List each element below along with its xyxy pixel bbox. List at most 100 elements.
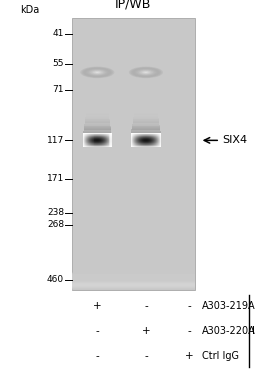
Bar [142,140,143,141]
Bar [95,133,97,134]
Bar [106,139,107,140]
Bar [109,142,110,143]
Bar [102,134,103,135]
Bar [87,140,88,141]
Bar [147,138,148,139]
Bar [97,145,98,146]
Bar [135,144,136,145]
Bar [153,138,154,139]
Bar [94,135,95,136]
Bar [72,279,195,288]
Bar [140,138,141,139]
Bar [97,142,98,143]
Bar [104,134,105,135]
Bar [150,139,151,140]
Bar [86,138,87,139]
Bar [145,144,146,145]
Bar [95,138,97,139]
Bar [92,137,93,138]
Bar [149,144,150,145]
Bar [100,144,101,145]
Bar [89,134,90,135]
Bar [97,141,98,142]
Text: SIX4: SIX4 [223,135,248,145]
Bar [145,144,146,145]
Text: +: + [93,301,102,311]
Bar [154,140,155,141]
Bar [133,139,134,140]
Bar [84,133,85,134]
Bar [108,139,109,140]
Bar [133,142,134,143]
Bar [145,140,146,141]
Bar [137,140,138,141]
Bar [93,141,95,142]
Bar [93,143,95,144]
Bar [96,135,98,136]
Bar [133,119,159,121]
Bar [98,141,99,142]
Bar [87,143,88,144]
Bar [149,133,150,134]
Bar [100,138,101,139]
Bar [138,135,139,136]
Bar [103,138,104,139]
Text: A303-219A: A303-219A [202,301,256,311]
Bar [84,124,110,125]
Bar [148,135,149,136]
Bar [132,138,133,139]
Bar [95,145,97,146]
Bar [134,143,135,144]
Bar [86,136,87,137]
Bar [140,142,141,143]
Bar [102,139,103,140]
Bar [102,138,103,139]
Bar [84,128,111,130]
Bar [105,134,106,135]
Bar [92,143,93,144]
Bar [145,146,146,147]
Bar [150,144,151,145]
Bar [152,137,153,138]
Bar [104,146,105,147]
Bar [155,146,156,147]
Bar [141,146,142,147]
Bar [84,144,85,145]
Bar [97,144,98,145]
Bar [100,140,101,141]
Bar [140,135,141,136]
Bar [133,140,134,141]
Bar [134,139,135,140]
Bar [87,139,88,140]
Bar [101,137,102,138]
Bar [143,141,144,142]
Bar [135,143,136,144]
Bar [95,144,97,145]
Bar [134,114,158,116]
Bar [100,136,101,137]
Bar [139,137,140,138]
Bar [92,138,93,139]
Bar [153,146,154,147]
Bar [132,143,133,144]
Bar [103,141,104,142]
Bar [143,143,144,144]
Bar [145,145,146,146]
Bar [109,138,110,139]
Bar [146,144,147,145]
Bar [94,140,95,141]
Bar [151,138,152,139]
Bar [135,140,136,141]
Bar [155,133,156,134]
Bar [152,138,153,139]
Bar [154,134,155,135]
Bar [72,281,195,290]
Bar [84,135,85,136]
Bar [138,138,139,139]
Bar [95,139,97,140]
Bar [140,140,141,141]
Bar [88,133,89,134]
Bar [88,142,89,143]
Bar [107,144,108,145]
Bar [88,135,89,136]
